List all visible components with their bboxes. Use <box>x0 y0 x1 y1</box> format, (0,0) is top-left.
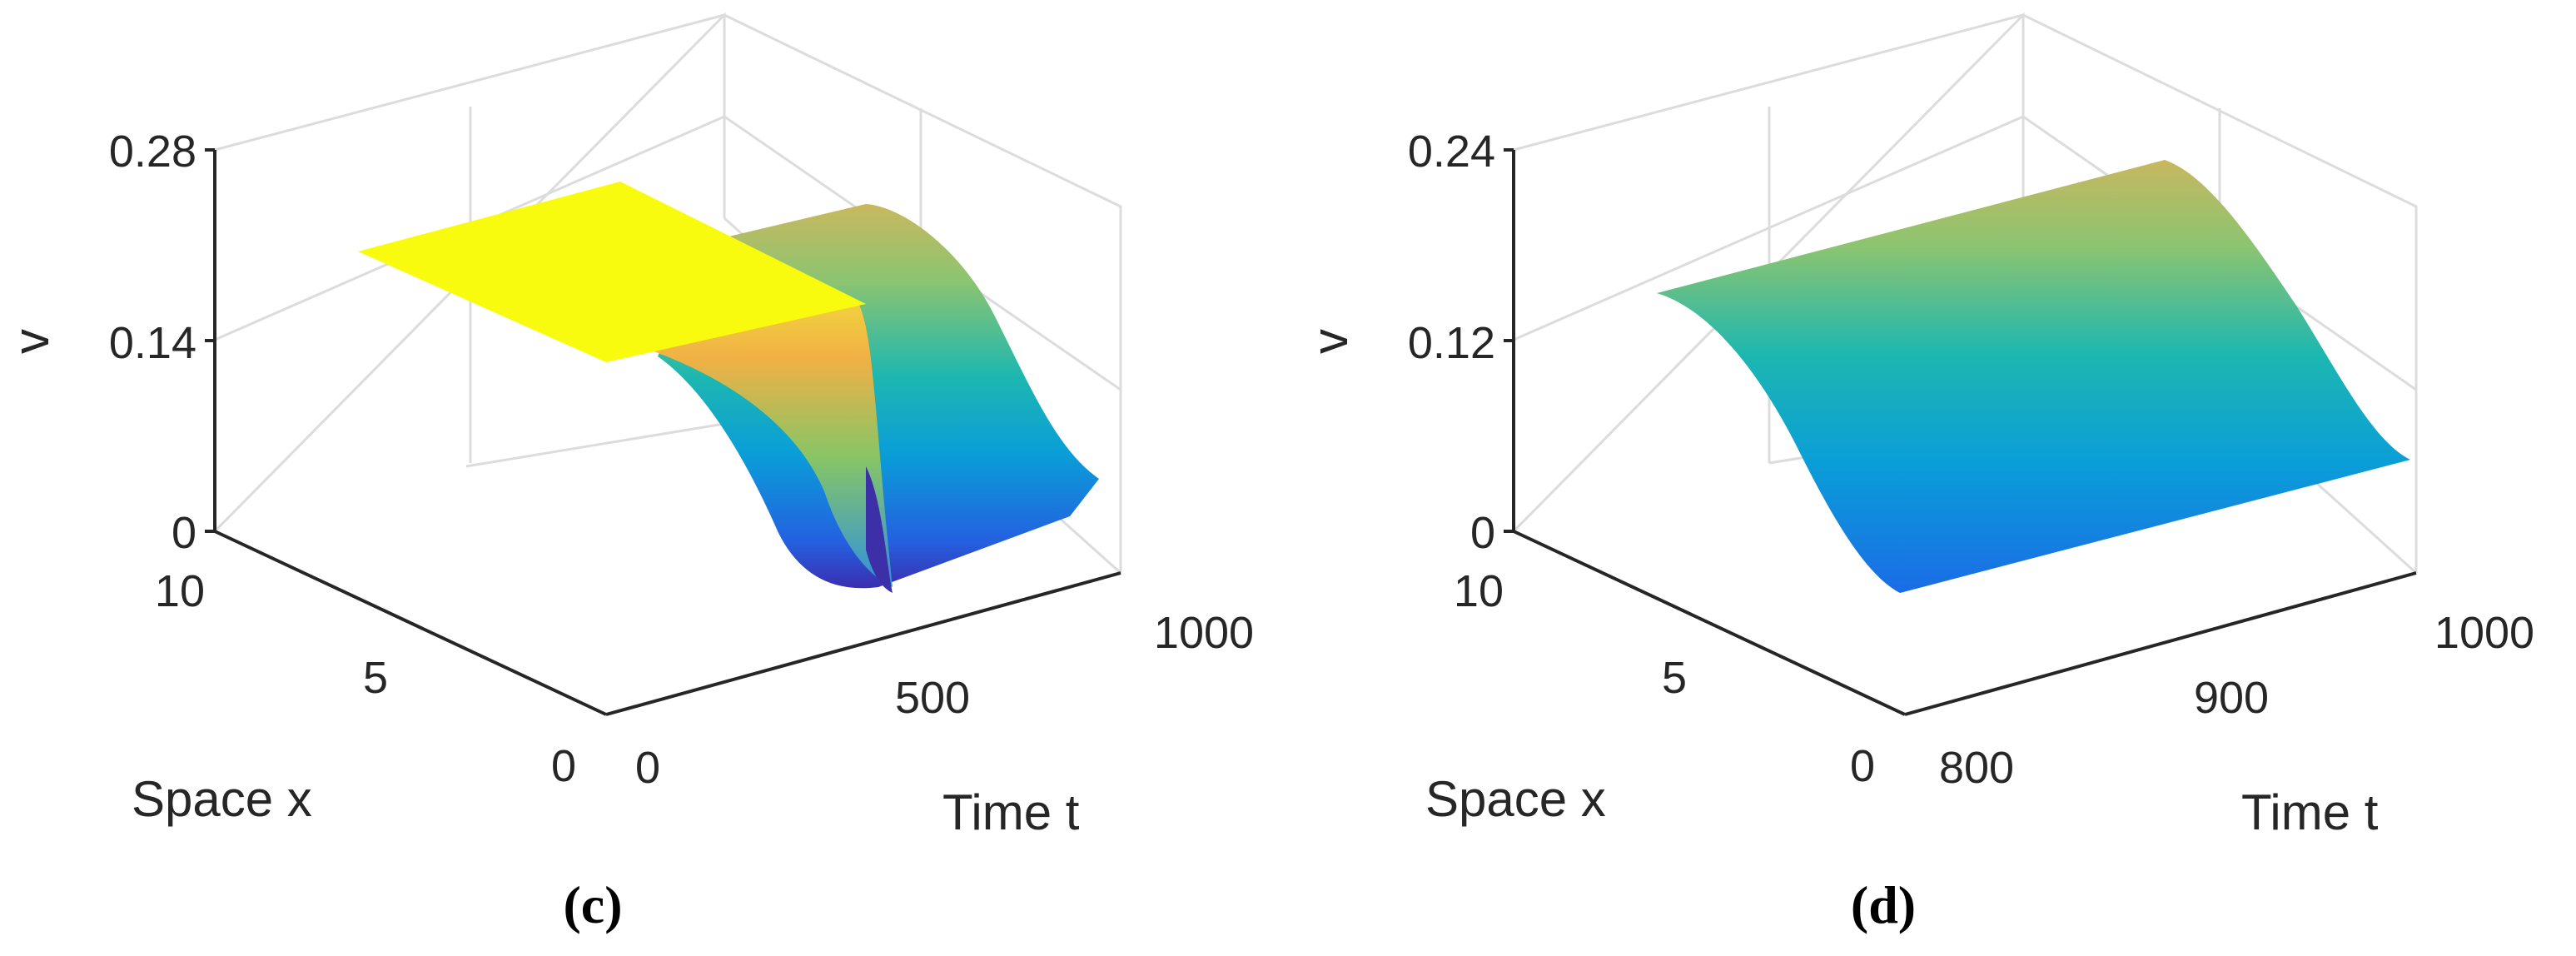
panel-d-z-ticks: 0.24 0.12 0 <box>1408 127 1495 558</box>
panel-c: 0.28 0.14 0 10 5 0 0 500 1000 v Space x … <box>3 12 1254 934</box>
panel-d-x-tick-800: 800 <box>1939 743 2014 793</box>
panel-d-y-tick-10: 10 <box>1454 566 1504 616</box>
panel-d-zlabel: v <box>1302 329 1358 354</box>
panel-d-x-ticks: 800 900 1000 <box>1939 608 2534 793</box>
panel-d-z-tick-top: 0.24 <box>1408 127 1495 177</box>
panel-d-ylabel: Space x <box>1425 771 1606 827</box>
panel-d-surface <box>1657 160 2410 593</box>
panel-c-z-tick-mid: 0.14 <box>109 318 196 368</box>
panel-d: 0.24 0.12 0 10 5 0 800 900 1000 v Space … <box>1302 12 2534 934</box>
panel-c-zlabel: v <box>3 329 59 354</box>
panel-c-ylabel: Space x <box>132 771 312 827</box>
panel-c-surface <box>358 182 1099 593</box>
panel-d-y-ticks: 10 5 0 <box>1454 566 1875 791</box>
panel-d-x-tick-1000: 1000 <box>2434 608 2534 658</box>
panel-c-xlabel: Time t <box>942 784 1080 840</box>
panel-c-y-tick-10: 10 <box>155 566 205 616</box>
panel-c-y-tick-0: 0 <box>551 741 576 791</box>
panel-d-axes <box>1504 148 2417 716</box>
panel-d-z-tick-bottom: 0 <box>1470 508 1495 558</box>
panel-d-xlabel: Time t <box>2241 784 2379 840</box>
panel-c-x-ticks: 0 500 1000 <box>635 608 1254 793</box>
panel-c-y-tick-5: 5 <box>363 653 388 703</box>
panel-c-z-tick-bottom: 0 <box>172 508 196 558</box>
panel-c-x-tick-1000: 1000 <box>1154 608 1254 658</box>
panel-d-y-tick-5: 5 <box>1662 653 1687 703</box>
panel-c-drop-surface <box>649 301 893 587</box>
panel-d-wave-surface <box>1657 160 2410 593</box>
panel-d-z-tick-mid: 0.12 <box>1408 318 1495 368</box>
panel-c-x-tick-0: 0 <box>635 743 660 793</box>
panel-c-dip <box>866 466 893 593</box>
panel-c-plateau <box>358 182 866 362</box>
panel-d-label: (d) <box>1851 875 1916 934</box>
panel-c-y-ticks: 10 5 0 <box>155 566 576 791</box>
panel-d-x-tick-900: 900 <box>2194 673 2269 723</box>
panel-c-x-tick-500: 500 <box>895 673 970 723</box>
panel-c-z-ticks: 0.28 0.14 0 <box>109 127 196 558</box>
panel-d-y-tick-0: 0 <box>1850 741 1875 791</box>
panel-c-label: (c) <box>563 875 622 934</box>
panel-c-axes <box>205 148 1121 716</box>
panel-c-z-tick-top: 0.28 <box>109 127 196 177</box>
